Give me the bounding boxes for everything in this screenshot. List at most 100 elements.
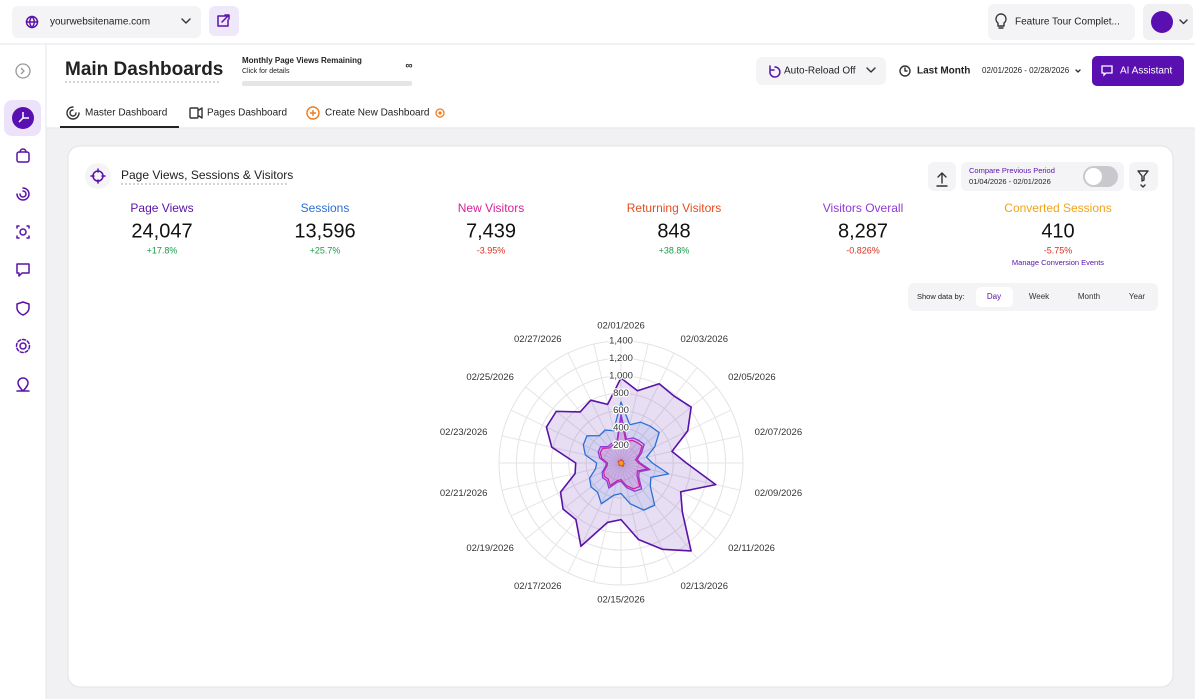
granularity-label: Show data by:: [917, 292, 965, 301]
radar-spoke: [620, 435, 741, 464]
bulb-icon: [995, 13, 1007, 29]
tab-icon: [189, 107, 199, 119]
radar-grid-ring: [498, 340, 744, 586]
sidebar: [4, 63, 41, 392]
auto-reload-button[interactable]: Auto-Reload Off: [756, 57, 886, 85]
auto-reload-label: Auto-Reload Off: [784, 66, 856, 77]
plus-icon: [306, 106, 320, 120]
radar-grid-ring: [568, 410, 674, 516]
compare-box: [961, 162, 1124, 191]
metric-value: 848: [657, 220, 690, 242]
chevron: [1179, 19, 1188, 25]
granularity-option[interactable]: Year: [1129, 292, 1146, 301]
radar-tick-label: 1,000: [609, 370, 633, 381]
radar-category-label: 02/27/2026: [514, 334, 562, 345]
radar-series: [545, 377, 717, 552]
radar-spoke: [567, 462, 622, 574]
radar-category-label: 02/25/2026: [466, 372, 514, 383]
nav-icon[interactable]: [16, 151, 30, 163]
radar-tick-label: 1,400: [609, 336, 633, 347]
nav-icon[interactable]: [19, 342, 27, 350]
radar-series: [582, 401, 670, 511]
radar-spoke: [620, 352, 675, 464]
new-badge-dot: [438, 111, 442, 115]
metric-value: 13,596: [294, 220, 355, 242]
compare-range: 01/04/2026 - 02/01/2026: [969, 177, 1051, 186]
radar-tick-label: 200: [613, 440, 629, 451]
radar-spoke: [620, 462, 649, 583]
tab-label: Pages Dashboard: [207, 108, 287, 119]
ai-assistant-button[interactable]: AI Assistant: [1092, 56, 1184, 86]
metric-value: 24,047: [131, 220, 192, 242]
collapse-icon[interactable]: [15, 63, 31, 79]
nav-icon[interactable]: [16, 187, 30, 201]
metric-change: +17.8%: [147, 245, 178, 255]
globe-icon-lines: [25, 15, 39, 29]
radar-tick-label: 600: [613, 405, 629, 416]
radar-spoke: [620, 462, 698, 559]
radar-grid-ring: [515, 357, 727, 569]
radar-spoke: [510, 409, 622, 464]
metric-change: +38.8%: [659, 245, 690, 255]
collapse-arrow: [20, 67, 25, 75]
site-selector[interactable]: yourwebsitename.com: [12, 6, 201, 38]
open-site-button[interactable]: [209, 6, 239, 36]
nav-icon[interactable]: [16, 301, 30, 316]
radar-category-label: 02/21/2026: [440, 488, 488, 499]
chevron: [866, 67, 876, 73]
metric-name: Converted Sessions: [1004, 201, 1111, 215]
nav-icon-gear: [15, 338, 31, 354]
metric-name: Visitors Overall: [823, 201, 903, 215]
filter-icon: [1137, 170, 1149, 182]
radar-tick-label: 1,200: [609, 353, 633, 364]
feature-tour-button[interactable]: Feature Tour Complet...: [988, 4, 1135, 40]
metric-change: +25.7%: [310, 245, 341, 255]
quota-label: Monthly Page Views Remaining: [242, 56, 362, 65]
toggle-knob: [1085, 168, 1102, 185]
granularity-active: [976, 287, 1013, 307]
radar-tick-label: 800: [613, 388, 629, 399]
tab-pages[interactable]: Pages Dashboard: [189, 107, 287, 119]
export-button[interactable]: [928, 162, 956, 191]
filter-chevron: [1140, 184, 1146, 188]
nav-icon[interactable]: [16, 263, 30, 277]
filter-button[interactable]: [1129, 162, 1158, 191]
radar-spoke: [620, 462, 741, 491]
dashboard-nav-glyph: [18, 112, 29, 123]
granularity-option[interactable]: Day: [987, 292, 1001, 301]
granularity-option[interactable]: Month: [1078, 292, 1100, 301]
reload-icon: [769, 65, 781, 78]
site-name: yourwebsitename.com: [50, 17, 150, 28]
quota-link[interactable]: Click for details: [242, 68, 290, 75]
granularity-option[interactable]: Week: [1029, 292, 1050, 301]
page-title: Main Dashboards: [65, 59, 223, 80]
metric-change: -3.95%: [477, 245, 506, 255]
account-button[interactable]: [1143, 4, 1193, 40]
radar-category-label: 02/07/2026: [755, 427, 803, 438]
radar-series: [619, 460, 624, 466]
external-link-icon: [217, 14, 230, 27]
metric-name: New Visitors: [458, 201, 524, 215]
radar-spoke: [525, 386, 622, 464]
date-range[interactable]: 02/01/2026 - 02/28/2026: [982, 66, 1070, 75]
tab-master[interactable]: Master Dashboard: [60, 106, 179, 128]
ai-assistant-label: AI Assistant: [1120, 66, 1172, 77]
compare-label: Compare Previous Period: [969, 166, 1055, 175]
metric-value: 7,439: [466, 220, 516, 242]
radar-category-label: 02/19/2026: [466, 543, 514, 554]
radar-spoke: [525, 462, 622, 540]
export-icon: [936, 172, 948, 187]
card-icon-rays: [90, 168, 106, 184]
period-label[interactable]: Last Month: [917, 66, 970, 77]
metric-value: 410: [1041, 220, 1074, 242]
granularity-box: [908, 283, 1158, 311]
card-icon-bg: [85, 163, 111, 189]
tab-create[interactable]: Create New Dashboard: [306, 106, 445, 120]
tab-label: Create New Dashboard: [325, 108, 430, 119]
radar-grid-ring: [533, 375, 709, 551]
manage-conversions-link[interactable]: Manage Conversion Events: [1012, 258, 1104, 267]
radar-spoke: [620, 367, 698, 464]
quota-bar: [242, 81, 412, 86]
nav-icon[interactable]: [16, 377, 30, 392]
nav-icon[interactable]: [19, 228, 27, 236]
